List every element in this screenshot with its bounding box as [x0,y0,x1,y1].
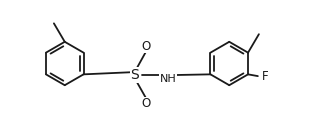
Text: O: O [142,97,151,110]
Text: S: S [130,68,139,82]
Text: F: F [261,70,268,83]
Text: O: O [142,39,151,52]
Text: NH: NH [160,74,176,84]
